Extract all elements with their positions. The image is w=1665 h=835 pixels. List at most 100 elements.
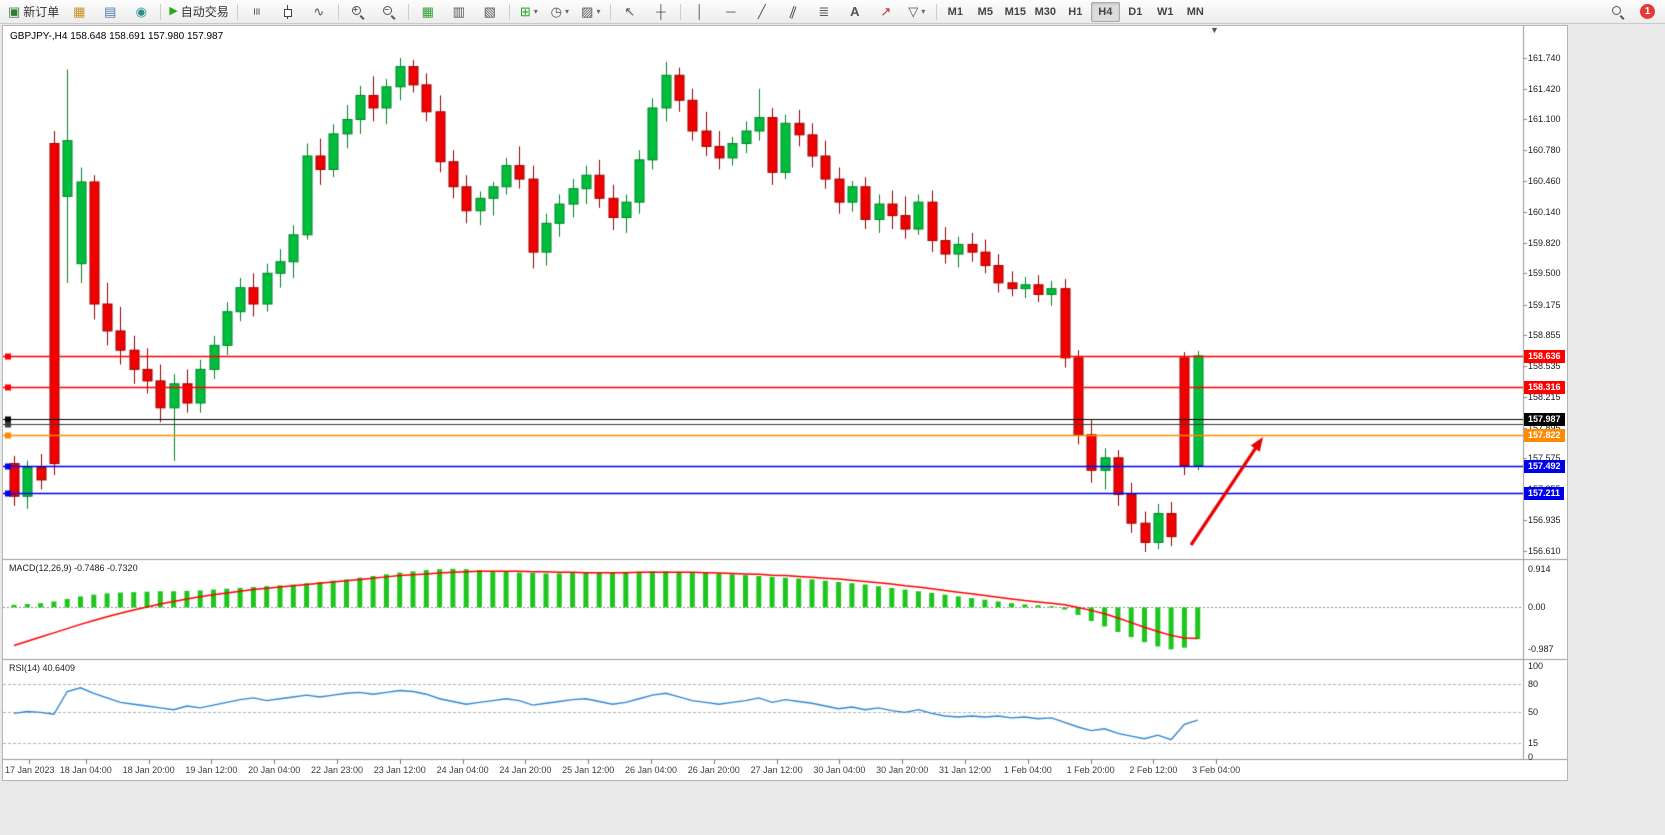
search-button[interactable] — [1603, 1, 1633, 23]
price-axis-label: 160.140 — [1528, 206, 1561, 217]
main-toolbar: ▣ 新订单 ▦ ▤ ◉ ▶ 自动交易 ≡ ∿ + − ▦ ▥ ▧ ⊞ ▾ ◷ ▾ ▨… — [0, 0, 1665, 24]
timeframe-button-M1[interactable]: M1 — [947, 5, 963, 18]
price-axis-label: 158.535 — [1528, 361, 1561, 372]
zoom-out-icon: − — [382, 5, 396, 19]
line-chart-icon: ∿ — [313, 4, 325, 19]
candlestick-chart-icon — [282, 4, 293, 19]
time-axis-label: 2 Feb 12:00 — [1129, 765, 1178, 775]
toolbar-separator — [679, 3, 681, 20]
charts-icon: ▦ — [73, 4, 86, 19]
chevron-down-icon: ▾ — [596, 7, 601, 16]
time-axis-label: 26 Jan 04:00 — [624, 765, 678, 775]
notification-badge[interactable]: 1 — [1640, 4, 1655, 19]
tile-windows-icon: ▦ — [421, 4, 434, 19]
new-chart-icon: ⊞ — [519, 4, 531, 19]
auto-trading-play-icon: ▶ — [169, 5, 178, 17]
auto-trading-button[interactable]: ▶ 自动交易 — [165, 1, 232, 23]
line-chart-button[interactable]: ∿ — [304, 1, 334, 23]
price-axis-label: 157.575 — [1528, 453, 1561, 464]
timeframe-button-H1[interactable]: H1 — [1068, 5, 1083, 18]
time-axis-label: 18 Jan 04:00 — [59, 765, 112, 775]
time-axis-label: 27 Jan 12:00 — [750, 765, 803, 775]
price-line-tag[interactable]: 157.492 — [1524, 460, 1565, 474]
templates-icon: ▨ — [581, 4, 594, 19]
price-line-tag[interactable]: 158.316 — [1524, 381, 1565, 395]
time-axis-label: 24 Jan 20:00 — [499, 765, 552, 775]
time-axis-label: 23 Jan 12:00 — [373, 765, 426, 775]
crosshair-button[interactable]: ┼ — [646, 1, 676, 23]
channel-button[interactable]: ∥ — [778, 1, 808, 23]
trendline-icon: ╱ — [757, 4, 766, 19]
zoom-in-icon: + — [351, 5, 365, 19]
new-order-button[interactable]: ▣ 新订单 — [4, 1, 63, 23]
vertical-line-icon: │ — [695, 4, 704, 19]
timeframe-button-W1[interactable]: W1 — [1157, 5, 1174, 18]
price-axis-label: 161.420 — [1528, 83, 1561, 94]
timeframe-button-MN[interactable]: MN — [1186, 5, 1204, 18]
price-axis-label: 161.740 — [1528, 52, 1561, 63]
time-axis-label: 1 Feb 20:00 — [1066, 765, 1115, 775]
toolbar-separator — [407, 3, 409, 20]
timeframe-button-D1[interactable]: D1 — [1128, 5, 1143, 18]
toolbar-separator — [236, 3, 238, 20]
new-chart-button[interactable]: ⊞ ▾ — [514, 1, 544, 23]
price-line-tag[interactable]: 157.822 — [1524, 428, 1565, 442]
price-line-tag[interactable]: 157.987 — [1524, 412, 1565, 426]
charts-button[interactable]: ▦ — [64, 1, 94, 23]
vertical-line-button[interactable]: │ — [685, 1, 715, 23]
horizontal-line-icon: ─ — [726, 4, 736, 19]
rsi-axis-label: 100 — [1528, 661, 1544, 671]
arrows-icon: ↗ — [880, 4, 892, 19]
cursor-button[interactable]: ↖ — [615, 1, 645, 23]
price-line-tag[interactable]: 158.636 — [1524, 350, 1565, 364]
bar-chart-icon: ≡ — [249, 7, 265, 16]
tile-windows-button[interactable]: ▦ — [413, 1, 443, 23]
time-axis-label: 17 Jan 2023 — [5, 765, 55, 775]
trendline-button[interactable]: ╱ — [747, 1, 777, 23]
cascade-windows-button[interactable]: ▥ — [444, 1, 474, 23]
zoom-out-button[interactable]: − — [374, 1, 404, 23]
price-axis-label: 156.935 — [1528, 514, 1561, 525]
price-axis-label: 161.100 — [1528, 114, 1561, 125]
toolbar-separator — [508, 3, 510, 20]
price-axis-label: 159.820 — [1528, 237, 1561, 248]
rsi-axis-label: 15 — [1528, 738, 1539, 749]
period-button[interactable]: ◷ ▾ — [545, 1, 575, 23]
candlestick-chart-button[interactable] — [273, 1, 303, 23]
time-axis-label: 22 Jan 23:00 — [310, 765, 364, 775]
templates-button[interactable]: ▨ ▾ — [576, 1, 606, 23]
channel-icon: ∥ — [787, 3, 799, 20]
arrange-windows-button[interactable]: ▧ — [475, 1, 505, 23]
timeframe-button-M5[interactable]: M5 — [977, 5, 993, 18]
profiles-button[interactable]: ▤ — [95, 1, 125, 23]
arrange-windows-icon: ▧ — [483, 4, 496, 19]
timeframe-button-H4[interactable]: H4 — [1090, 1, 1120, 22]
fibonacci-button[interactable]: ≣ — [809, 1, 839, 23]
time-axis-label: 30 Jan 04:00 — [813, 765, 866, 775]
price-axis-label: 158.855 — [1528, 330, 1561, 341]
price-line-tag[interactable]: 157.211 — [1524, 487, 1565, 501]
time-axis-label: 3 Feb 04:00 — [1192, 765, 1241, 775]
market-watch-button[interactable]: ◉ — [126, 1, 156, 23]
shapes-button[interactable]: ▽ ▾ — [902, 1, 932, 23]
arrows-button[interactable]: ↗ — [871, 1, 901, 23]
chart-canvas[interactable] — [3, 26, 1567, 780]
text-button[interactable]: A — [840, 1, 870, 23]
horizontal-line-button[interactable]: ─ — [716, 1, 746, 23]
macd-axis-label: 0.914 — [1528, 563, 1551, 574]
bar-chart-button[interactable]: ≡ — [242, 1, 272, 23]
timeframe-button-M30[interactable]: M30 — [1034, 5, 1056, 18]
rsi-axis-label: 80 — [1528, 679, 1539, 690]
cascade-windows-icon: ▥ — [452, 4, 465, 19]
price-axis-label: 159.175 — [1528, 299, 1561, 310]
toolbar-separator — [609, 3, 611, 20]
chart-shift-marker-icon[interactable]: ▼ — [1210, 25, 1219, 35]
rsi-axis-label: 50 — [1528, 706, 1539, 717]
time-axis-label: 20 Jan 04:00 — [248, 765, 301, 775]
price-axis-label: 157.895 — [1528, 422, 1561, 433]
price-axis-label: 156.610 — [1528, 546, 1561, 557]
macd-label: MACD(12,26,9) -0.7486 -0.7320 — [9, 563, 138, 573]
timeframe-button-M15[interactable]: M15 — [1004, 5, 1026, 18]
zoom-in-button[interactable]: + — [343, 1, 373, 23]
